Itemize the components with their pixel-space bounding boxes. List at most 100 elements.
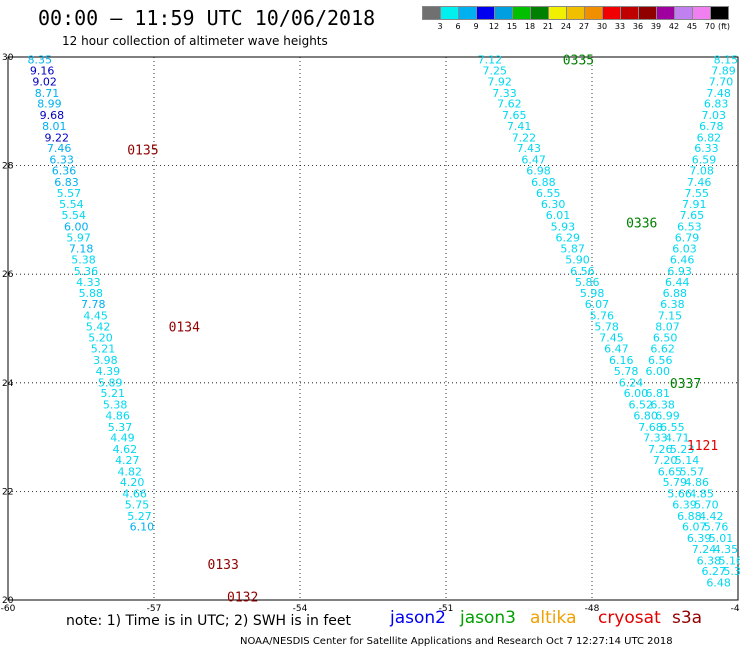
swh-value: 5.97: [66, 231, 91, 244]
swh-value: 7.62: [497, 98, 521, 111]
legend-label: 27: [578, 22, 590, 31]
swh-value: 6.00: [646, 365, 671, 378]
swh-value: 6.55: [536, 187, 561, 200]
swh-value: 5.93: [551, 220, 576, 233]
swh-value: 7.20: [653, 454, 678, 467]
swh-value: 6.56: [648, 354, 673, 367]
satellite-s3a: s3a: [672, 608, 703, 628]
swh-value: 6.07: [682, 521, 707, 534]
swh-value: 5.54: [62, 209, 87, 222]
swh-value: 6.24: [619, 376, 644, 389]
swh-value: 6.83: [54, 176, 79, 189]
legend-label: 36: [632, 22, 644, 31]
satellite-cryosat: cryosat: [598, 608, 661, 628]
swh-value: 4.62: [113, 443, 138, 456]
y-tick-label: 30: [2, 53, 14, 63]
swh-value: 5.78: [594, 320, 619, 333]
swh-value: 7.46: [687, 176, 712, 189]
swh-value: 8.01: [42, 120, 67, 133]
swh-value: 7.91: [682, 198, 707, 211]
pass-time-label: 1121: [687, 439, 718, 454]
swh-value: 4.27: [115, 454, 140, 467]
swh-value: 6.79: [675, 231, 700, 244]
legend-swatches: [422, 6, 729, 20]
swh-value: 5.76: [590, 309, 615, 322]
swh-value: 5.36: [74, 265, 99, 278]
y-tick-label: 20: [2, 596, 14, 606]
swh-value: 5.88: [79, 287, 104, 300]
swh-value: 6.52: [629, 399, 654, 412]
legend-label: 24: [560, 22, 572, 31]
swh-value: 6.56: [570, 265, 595, 278]
swh-value: 6.93: [667, 265, 692, 278]
swh-value: 4.33: [76, 276, 101, 289]
swh-value: 7.89: [711, 65, 736, 78]
swh-value: 5.89: [98, 376, 123, 389]
swh-value: 7.41: [507, 120, 532, 133]
swh-value: 4.49: [110, 432, 135, 445]
swh-value: 7.65: [502, 109, 527, 122]
swh-value: 7.25: [483, 65, 508, 78]
swh-value: 6.30: [541, 198, 566, 211]
y-tick-label: 28: [2, 162, 14, 172]
pass-time-label: 0337: [670, 377, 701, 392]
swh-value: 6.55: [660, 421, 685, 434]
swh-value: 5.01: [709, 532, 734, 545]
legend-label: 30: [596, 22, 608, 31]
swh-value: 8.15: [714, 54, 739, 67]
y-tick-label: 22: [2, 487, 13, 497]
swh-value: 7.43: [517, 142, 542, 155]
swh-value: 6.44: [665, 276, 690, 289]
swh-value: 6.53: [677, 220, 702, 233]
x-tick-label: -57: [147, 604, 162, 614]
swh-value: 6.03: [672, 243, 697, 256]
swh-value: 5.20: [88, 332, 113, 345]
swh-value: 7.92: [487, 75, 512, 88]
swh-value: 7.45: [599, 332, 624, 345]
swh-value: 6.46: [670, 254, 695, 267]
swh-value: 6.16: [609, 354, 634, 367]
satellite-jason3: jason3: [460, 608, 516, 628]
swh-value: 4.35: [714, 543, 739, 556]
swh-value: 5.54: [59, 198, 84, 211]
swh-value: 7.46: [47, 142, 72, 155]
swh-value: 5.38: [103, 399, 128, 412]
y-tick-label: 24: [2, 379, 14, 389]
swh-value: 6.88: [677, 510, 702, 523]
swh-value: 7.22: [512, 131, 537, 144]
swh-value: 5.57: [680, 465, 705, 478]
swh-value: 5.14: [675, 454, 700, 467]
swh-value: 4.20: [120, 476, 145, 489]
swh-value: 8.99: [37, 98, 62, 111]
swh-value: 5.98: [580, 287, 605, 300]
swh-value: 6.81: [646, 387, 671, 400]
swh-value: 6.29: [556, 231, 581, 244]
swh-value: 7.08: [689, 164, 714, 177]
swh-value: 6.78: [699, 120, 724, 133]
swh-value: 6.50: [653, 332, 678, 345]
swh-value: 6.83: [704, 98, 729, 111]
swh-value: 7.65: [680, 209, 705, 222]
x-tick-label: -60: [1, 604, 16, 614]
swh-value: 4.71: [665, 432, 690, 445]
footer-note: note: 1) Time is in UTC; 2) SWH is in fe…: [66, 613, 352, 629]
swh-value: 5.76: [704, 521, 729, 534]
swh-value: 5.90: [565, 254, 590, 267]
pass-time-label: 0132: [227, 591, 258, 606]
swh-value: 4.45: [83, 309, 108, 322]
legend-label: 42: [668, 22, 680, 31]
swh-value: 6.48: [706, 577, 731, 590]
swh-value: 5.87: [560, 243, 585, 256]
legend-label: 18: [524, 22, 536, 31]
legend-label: 33: [614, 22, 626, 31]
swh-value: 5.30: [723, 565, 740, 578]
swh-value: 6.07: [585, 298, 610, 311]
swh-value: 4.86: [684, 476, 709, 489]
satellite-altika: altika: [530, 608, 577, 628]
swh-value: 5.57: [57, 187, 82, 200]
swh-value: 6.33: [694, 142, 719, 155]
pass-time-label: 0135: [127, 143, 158, 158]
swh-value: 4.66: [122, 488, 147, 501]
x-tick-label: -51: [439, 604, 454, 614]
swh-value: 7.68: [638, 421, 663, 434]
